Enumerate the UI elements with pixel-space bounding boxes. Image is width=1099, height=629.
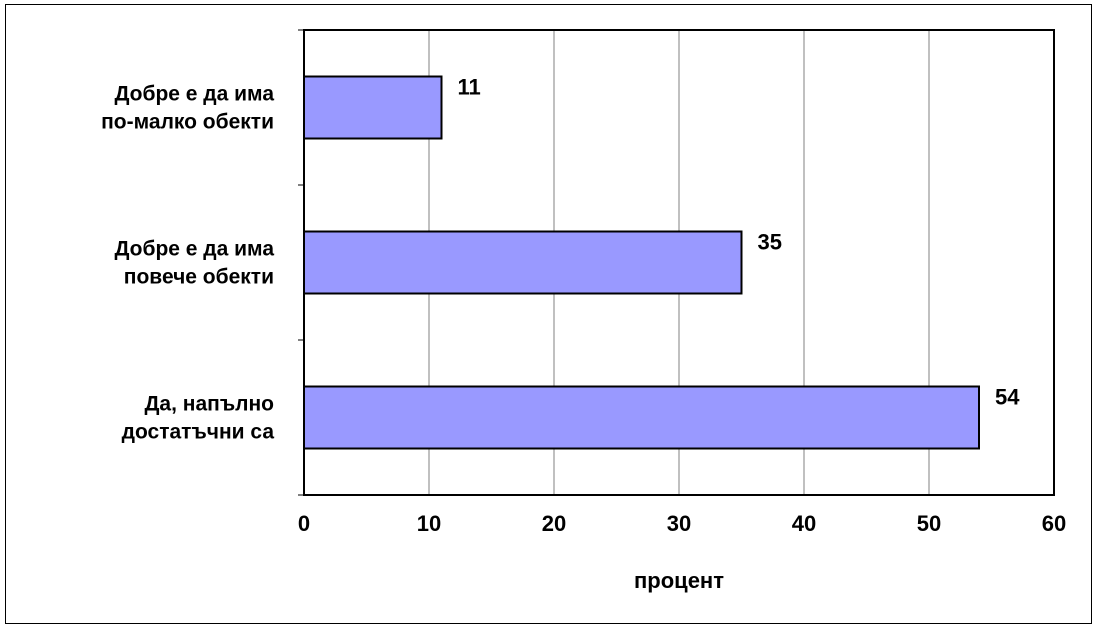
- bar: [303, 385, 980, 450]
- category-label-line: Добре е да има: [114, 83, 274, 106]
- category-label: Добре е да има по-малко обекти: [101, 83, 274, 134]
- axis-ticks: 0 10 20 30 40 50 60: [298, 29, 1066, 536]
- x-axis-title: процент: [634, 568, 724, 593]
- category-label: Да, напълно достатъчни са: [122, 393, 275, 444]
- data-label: 11: [458, 75, 481, 100]
- chart-frame: [5, 4, 1092, 624]
- data-label: 35: [758, 230, 782, 255]
- x-tick-label: 10: [417, 511, 441, 536]
- x-tick-label: 50: [917, 511, 941, 536]
- category-label-line: достатъчни са: [122, 421, 275, 444]
- data-labels: 11 35 54: [458, 75, 1021, 410]
- x-tick-label: 40: [792, 511, 816, 536]
- x-tick-label: 0: [298, 511, 310, 536]
- bar: [303, 230, 743, 295]
- category-label: Добре е да има повече обекти: [114, 238, 274, 289]
- x-tick-label: 20: [542, 511, 566, 536]
- bar: [303, 75, 443, 140]
- category-label-line: по-малко обекти: [101, 111, 274, 134]
- x-tick-label: 30: [667, 511, 691, 536]
- category-label-line: Да, напълно: [144, 393, 274, 416]
- category-label-line: Добре е да има: [114, 238, 274, 261]
- x-tick-label: 60: [1042, 511, 1066, 536]
- plot-area: [303, 29, 1055, 496]
- bars: [303, 75, 980, 450]
- category-label-line: повече обекти: [124, 266, 274, 289]
- data-label: 54: [995, 385, 1020, 410]
